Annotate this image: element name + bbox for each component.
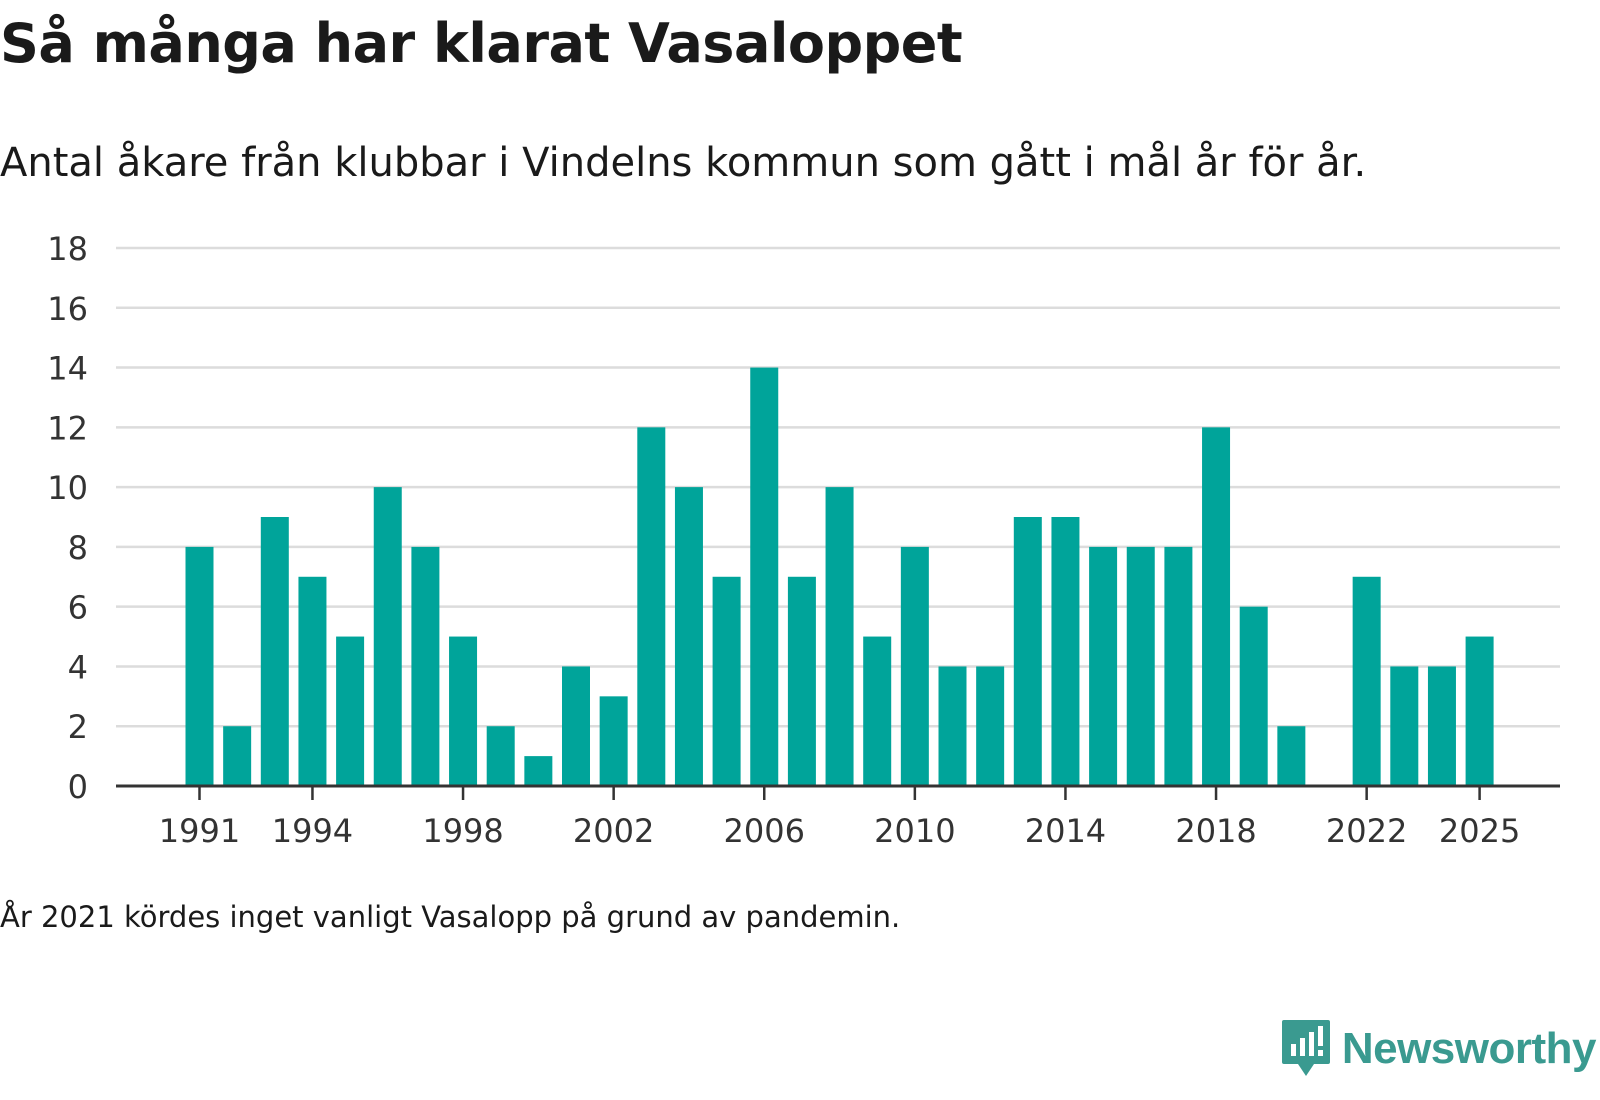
- bar-2003: [637, 427, 666, 786]
- bar-2007: [787, 576, 816, 786]
- bar-2000: [524, 756, 553, 786]
- y-tick-label-8: 8: [68, 529, 88, 567]
- bar-2024: [1427, 666, 1456, 786]
- x-tick-label-2018: 2018: [1175, 812, 1256, 850]
- bar-2017: [1164, 546, 1193, 786]
- footnote: År 2021 kördes inget vanligt Vasalopp på…: [0, 900, 901, 934]
- x-tick-label-2022: 2022: [1326, 812, 1407, 850]
- x-tick-label-2010: 2010: [874, 812, 955, 850]
- y-tick-label-0: 0: [68, 768, 88, 806]
- bar-1991: [185, 546, 214, 786]
- bar-chart: 0 2 4 6 8 10 12 14 16 18 1991 1994 1998 2002 2006 2010…: [47, 230, 1560, 850]
- bar-2020: [1277, 726, 1306, 786]
- bar-2019: [1239, 606, 1268, 786]
- bar-2018: [1202, 427, 1231, 786]
- bar-2016: [1126, 546, 1155, 786]
- x-axis-labels: 1991 1994 1998 2002 2006 2010 2014 2018 2022 2025: [159, 812, 1521, 850]
- bar-2001: [562, 666, 590, 786]
- bar-1992: [223, 726, 252, 786]
- bar-1997: [411, 546, 440, 786]
- bar-2022: [1352, 576, 1381, 786]
- bars: [185, 367, 1494, 786]
- x-tick-label-1994: 1994: [272, 812, 353, 850]
- bar-2011: [938, 666, 967, 786]
- bar-2006: [750, 367, 779, 786]
- x-tick-label-1991: 1991: [159, 812, 240, 850]
- y-axis-labels: 0 2 4 6 8 10 12 14 16 18: [47, 230, 88, 806]
- bar-2009: [863, 636, 892, 786]
- bar-1998: [449, 636, 478, 786]
- bar-2025: [1465, 636, 1494, 786]
- y-tick-label-14: 14: [47, 350, 88, 388]
- bar-2013: [1013, 517, 1042, 786]
- chart-subtitle: Antal åkare från klubbar i Vindelns komm…: [0, 140, 1367, 186]
- bar-1996: [373, 487, 402, 786]
- bar-2015: [1089, 546, 1118, 786]
- x-tick-label-2002: 2002: [573, 812, 654, 850]
- bar-1993: [260, 517, 289, 786]
- newsworthy-logo-icon: [1281, 1020, 1330, 1076]
- brand-name: Newsworthy: [1341, 1024, 1597, 1073]
- y-tick-label-10: 10: [47, 469, 88, 507]
- x-tick-label-2025: 2025: [1439, 812, 1520, 850]
- bar-2014: [1051, 517, 1080, 786]
- bar-2010: [900, 546, 929, 786]
- x-axis: [116, 784, 1560, 800]
- bar-2004: [674, 487, 703, 786]
- brand-logo: Newsworthy: [1280, 1018, 1597, 1080]
- bar-1994: [298, 576, 327, 786]
- x-tick-label-1998: 1998: [422, 812, 503, 850]
- bar-1999: [486, 726, 515, 786]
- bar-2005: [712, 576, 741, 786]
- bar-1995: [336, 636, 365, 786]
- y-tick-label-18: 18: [47, 230, 88, 268]
- y-tick-label-6: 6: [68, 589, 88, 627]
- y-tick-label-16: 16: [47, 290, 88, 328]
- x-tick-label-2006: 2006: [724, 812, 805, 850]
- bar-2023: [1390, 666, 1419, 786]
- bar-2002: [599, 696, 628, 786]
- y-tick-label-2: 2: [68, 708, 88, 746]
- bar-2012: [976, 666, 1005, 786]
- y-tick-label-4: 4: [68, 648, 88, 686]
- y-tick-label-12: 12: [47, 409, 88, 447]
- chart-title: Så många har klarat Vasaloppet: [0, 12, 963, 75]
- x-tick-label-2014: 2014: [1025, 812, 1106, 850]
- bar-2008: [825, 487, 854, 786]
